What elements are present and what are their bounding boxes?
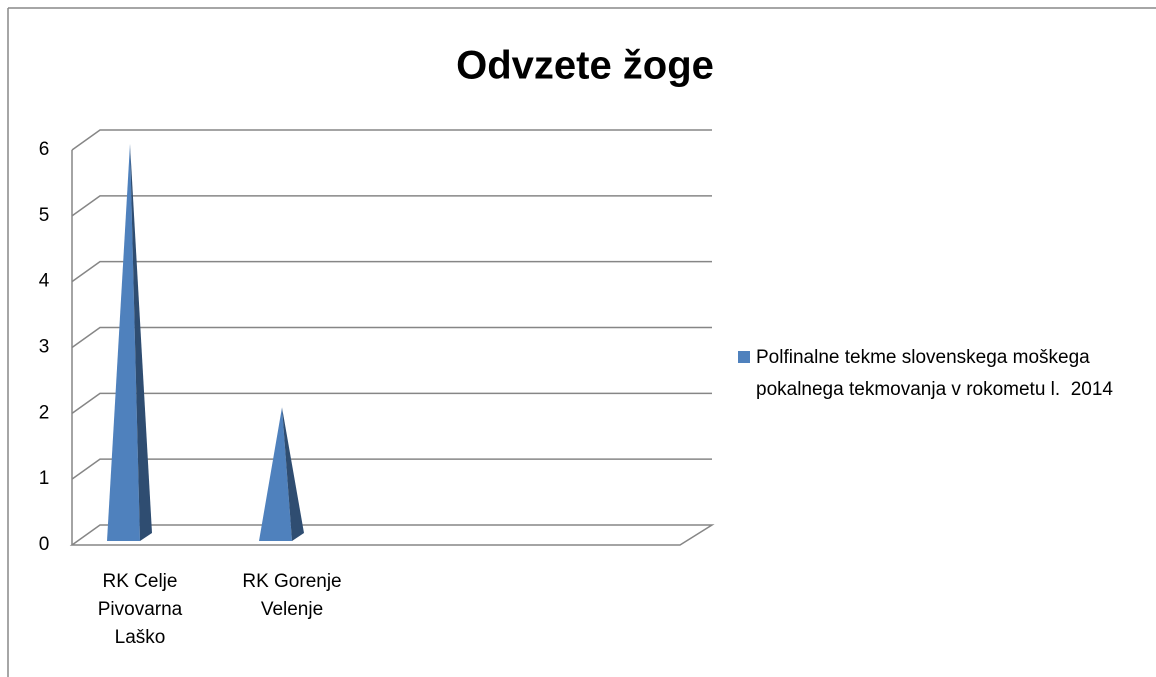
y-tick-label: 1 [39, 468, 50, 489]
grid-line [71, 260, 712, 283]
x-tick-label: RK Gorenje Velenje [242, 571, 342, 620]
y-tick-label: 3 [39, 337, 50, 358]
grid-line [71, 129, 712, 151]
grid-line [71, 326, 712, 349]
legend: Polfinalne tekme slovenskega moškega pok… [738, 344, 1138, 406]
bar-front [107, 144, 140, 541]
x-tick-label: RK Celje Pivovarna Laško [97, 571, 183, 648]
y-tick-label: 5 [39, 205, 50, 226]
y-tick-label: 0 [39, 534, 50, 555]
bar-side [282, 407, 304, 541]
chart-title: Odvzete žoge [456, 44, 714, 88]
legend-swatch [738, 351, 750, 363]
bar-front [259, 407, 292, 541]
y-tick-label: 4 [39, 271, 50, 292]
grid-line [71, 458, 712, 480]
grid-line [71, 392, 712, 414]
bar-side [130, 144, 152, 541]
grid-line [69, 524, 715, 546]
grid-line [71, 195, 712, 217]
legend-label: Polfinalne tekme slovenskega moškega pok… [756, 347, 1113, 400]
y-tick-label: 6 [39, 139, 50, 160]
y-tick-label: 2 [39, 402, 50, 423]
